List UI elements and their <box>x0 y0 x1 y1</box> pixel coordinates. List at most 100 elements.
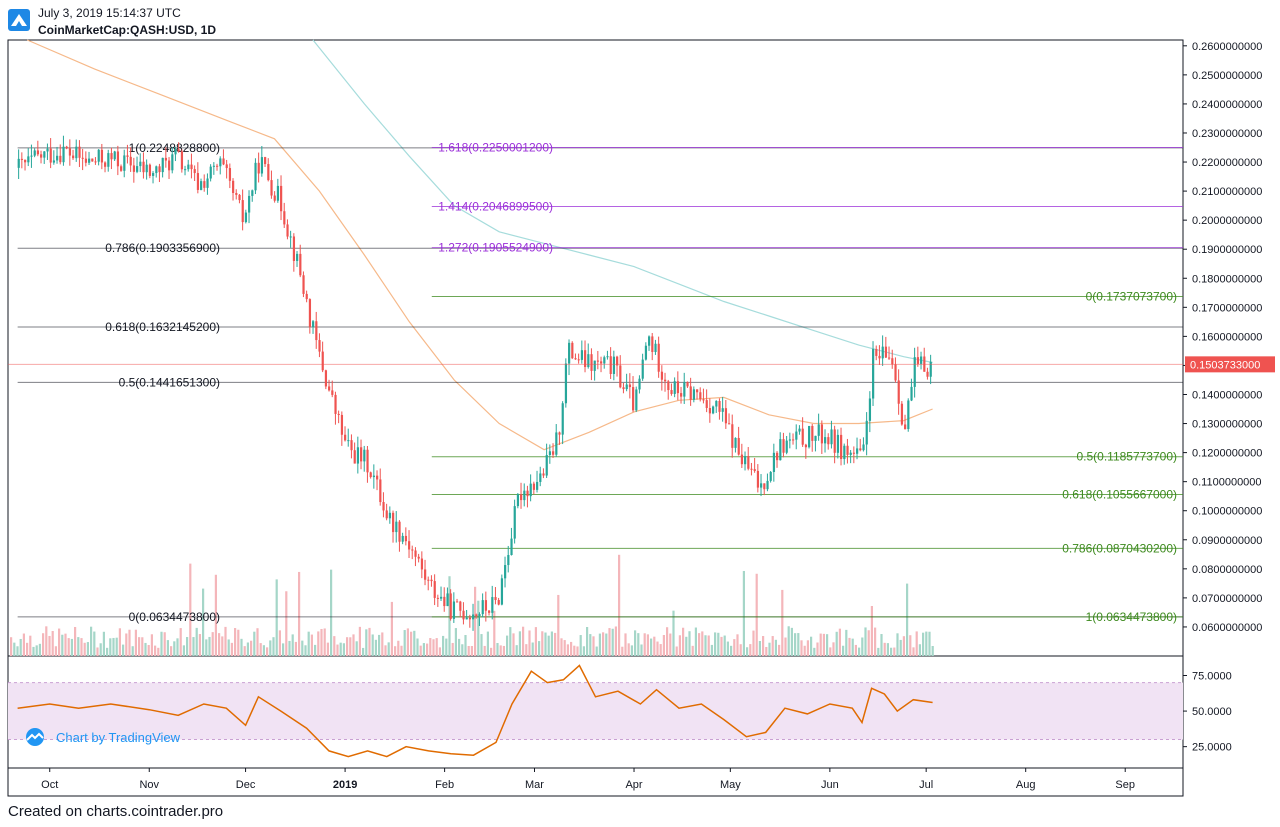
candle-body <box>904 424 907 429</box>
volume-bar <box>883 642 886 656</box>
volume-bar <box>867 630 870 656</box>
volume-bar <box>227 639 230 656</box>
time-tick-label: Oct <box>41 779 58 791</box>
candle-body <box>878 355 881 359</box>
volume-bar <box>848 637 851 656</box>
candle-body <box>916 357 920 364</box>
volume-bar <box>170 646 173 656</box>
volume-bar <box>915 631 918 656</box>
candle-body <box>638 378 641 390</box>
fib-level-label: 1(0.0634473800) <box>1086 610 1177 624</box>
price-tick-label: 0.1800000000 <box>1192 273 1262 285</box>
volume-bar <box>762 636 765 656</box>
volume-bar <box>403 630 406 656</box>
candle-body <box>388 512 392 519</box>
volume-bar <box>253 631 256 656</box>
candle-body <box>248 195 251 213</box>
candle-body <box>408 541 411 550</box>
volume-bar <box>26 642 29 656</box>
candle-body <box>798 428 801 432</box>
volume-bar <box>416 638 419 656</box>
candle-body <box>36 150 40 155</box>
volume-bar <box>22 633 25 656</box>
volume-bar <box>29 635 32 656</box>
volume-bar <box>125 633 128 656</box>
candle-body <box>910 386 913 401</box>
volume-bar <box>490 647 493 656</box>
candle-body <box>75 146 78 159</box>
candle-body <box>446 593 449 607</box>
fib-level-label: 0.5(0.1185773700) <box>1076 450 1177 464</box>
volume-bar <box>224 626 227 656</box>
candle-body <box>174 149 177 155</box>
rsi-tick-label: 50.0000 <box>1192 706 1232 718</box>
volume-bar <box>77 637 80 656</box>
candle-body <box>868 398 872 421</box>
candle-body <box>152 173 155 176</box>
volume-bar <box>547 635 550 656</box>
candle-body <box>817 424 820 436</box>
volume-bar <box>122 644 125 656</box>
candle-body <box>808 425 811 448</box>
candle-body <box>222 158 225 165</box>
candle-body <box>772 452 776 472</box>
candle-body <box>788 439 792 441</box>
volume-bar <box>413 630 416 656</box>
candle-body <box>347 440 350 442</box>
volume-bar <box>237 629 240 656</box>
volume-bar <box>627 643 630 656</box>
volume-bar <box>602 632 605 656</box>
volume-bar <box>346 637 349 656</box>
candle-body <box>334 394 337 414</box>
candle-body <box>228 168 232 181</box>
volume-bar <box>371 634 374 656</box>
candle-body <box>571 342 574 359</box>
volume-bar <box>637 633 640 656</box>
volume-bar <box>560 638 563 656</box>
tradingview-badge[interactable]: Chart by TradingView <box>22 727 180 747</box>
volume-bar <box>528 630 531 656</box>
volume-bar <box>410 631 413 656</box>
candle-body <box>363 449 366 462</box>
volume-bar <box>246 642 249 656</box>
candle-body <box>667 381 670 391</box>
candle-body <box>600 361 603 364</box>
volume-bar <box>650 638 653 656</box>
volume-bar <box>861 637 864 656</box>
candle-body <box>260 157 264 174</box>
volume-bar <box>710 644 713 656</box>
candle-body <box>875 349 878 356</box>
candle-body <box>187 164 190 170</box>
volume-bar <box>234 628 237 656</box>
candle-body <box>660 371 664 380</box>
volume-bar <box>291 634 294 656</box>
volume-bar <box>678 635 681 656</box>
volume-bar <box>445 638 448 656</box>
chart-area[interactable]: 0.2600000000 0.2500000000 0.2400000000 0.23… <box>0 0 1280 800</box>
volume-bar <box>112 637 115 656</box>
volume-bar <box>592 636 595 656</box>
volume-bar <box>579 635 582 656</box>
candle-body <box>254 162 257 191</box>
candle-body <box>171 154 174 171</box>
candle-body <box>302 275 305 294</box>
price-tick-label: 0.1200000000 <box>1192 448 1262 460</box>
candle-body <box>900 403 904 425</box>
volume-bar <box>240 638 243 656</box>
volume-bar <box>912 647 915 656</box>
fib-level-label: 1.618(0.2250001200) <box>438 141 553 155</box>
volume-bar <box>282 643 285 656</box>
candle-body <box>65 146 68 149</box>
volume-bar <box>854 644 857 656</box>
candle-body <box>654 343 657 353</box>
candle-body <box>481 600 484 615</box>
candle-body <box>795 431 798 440</box>
volume-bar <box>467 645 470 656</box>
volume-bar <box>672 610 675 656</box>
candle-body <box>740 454 744 465</box>
volume-bar <box>342 643 345 656</box>
candle-body <box>801 428 804 445</box>
candle-body <box>328 386 331 391</box>
volume-bar <box>918 644 921 656</box>
candle-body <box>824 437 827 444</box>
